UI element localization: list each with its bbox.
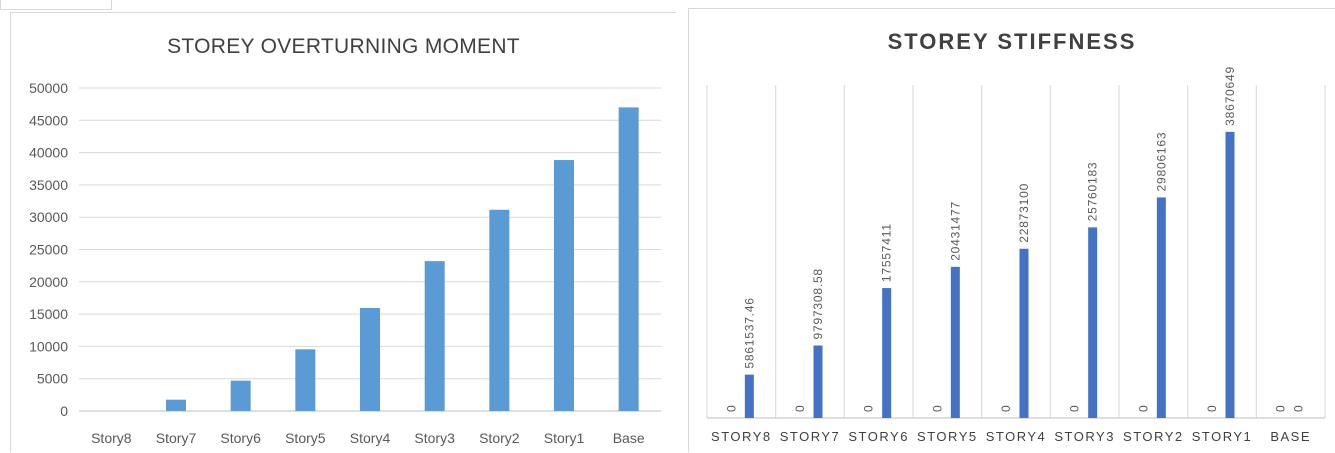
x-tick-label: STORY1 [1192, 429, 1253, 444]
x-tick-label: Story1 [544, 430, 585, 446]
data-label: 17557411 [880, 223, 894, 282]
x-tick-label: STORY3 [1054, 429, 1115, 444]
data-label: 0 [1205, 405, 1219, 412]
y-tick-label: 5000 [37, 371, 68, 387]
x-tick-label: Story4 [350, 430, 391, 446]
chart-title: STOREY OVERTURNING MOMENT [167, 35, 520, 58]
data-label: 0 [793, 405, 807, 412]
x-tick-label: STORY8 [711, 429, 772, 444]
bar[interactable] [489, 209, 510, 411]
bar[interactable] [744, 374, 754, 418]
y-tick-label: 10000 [29, 338, 68, 354]
bar[interactable] [554, 160, 574, 411]
bar[interactable] [230, 380, 251, 411]
data-label: 0 [930, 405, 944, 412]
x-tick-label: Story6 [220, 430, 261, 446]
data-label: 5861537.46 [742, 297, 756, 368]
data-label: 25760183 [1086, 162, 1100, 222]
bar[interactable] [1225, 131, 1235, 418]
data-label: 9797308.58 [811, 268, 825, 339]
y-tick-label: 45000 [29, 112, 68, 128]
y-tick-label: 40000 [29, 145, 68, 161]
bar[interactable] [882, 288, 892, 418]
x-tick-label: BASE [1270, 429, 1311, 444]
y-tick-label: 25000 [29, 242, 68, 258]
bar[interactable] [360, 307, 380, 411]
storey-stiffness-plot: 0 5861537.46 STORY8 0 9797308.58 STORY7 0 17557… [706, 66, 1326, 444]
storey-stiffness-chart[interactable]: STOREY STIFFNESS 0 5861537.46 STORY8 0 97973… [688, 8, 1335, 452]
x-tick-label: STORY5 [917, 429, 978, 444]
chart-title: STOREY STIFFNESS [887, 29, 1137, 54]
y-tick-label: 50000 [29, 80, 68, 96]
data-label: 22873100 [1017, 183, 1031, 243]
data-label: 29806163 [1154, 132, 1168, 192]
x-tick-label: STORY4 [986, 429, 1047, 444]
y-tick-label: 35000 [29, 177, 68, 193]
x-tick-label: STORY2 [1123, 429, 1184, 444]
bar[interactable] [166, 399, 186, 411]
data-label: 0 [1136, 405, 1150, 412]
x-tick-label: STORY6 [848, 429, 909, 444]
data-label: 0 [999, 405, 1013, 412]
data-label: 0 [862, 405, 876, 412]
bar[interactable] [618, 107, 639, 411]
x-tick-label: STORY7 [780, 429, 841, 444]
x-tick-label: Story7 [156, 430, 197, 446]
overturning-moment-chart[interactable]: STOREY OVERTURNING MOMENT 0 5000 10000 1500… [10, 12, 676, 452]
data-label: 0 [1274, 405, 1288, 412]
data-label: 0 [1292, 405, 1306, 412]
bar[interactable] [950, 266, 960, 418]
y-tick-label: 15000 [29, 306, 68, 322]
sheet-tab-stub [0, 0, 112, 10]
bar[interactable] [813, 345, 823, 418]
data-label: 38670649 [1223, 66, 1237, 126]
bar[interactable] [1088, 227, 1098, 418]
x-tick-label: Story3 [414, 430, 455, 446]
y-tick-label: 30000 [29, 209, 68, 225]
bar[interactable] [424, 261, 445, 411]
y-tick-label: 0 [60, 403, 68, 419]
data-label: 0 [1068, 405, 1082, 412]
data-label: 0 [724, 405, 738, 412]
x-tick-label: Base [613, 430, 645, 446]
bar[interactable] [1019, 248, 1029, 418]
bar[interactable] [295, 349, 316, 411]
overturning-moment-plot: 0 5000 10000 15000 20000 25000 30000 35000 40000… [29, 80, 661, 446]
x-tick-label: Story2 [479, 430, 520, 446]
x-tick-label: Story5 [285, 430, 326, 446]
y-tick-label: 20000 [29, 274, 68, 290]
data-label: 20431477 [948, 201, 962, 261]
bar[interactable] [1156, 197, 1166, 418]
x-tick-label: Story8 [91, 430, 132, 446]
